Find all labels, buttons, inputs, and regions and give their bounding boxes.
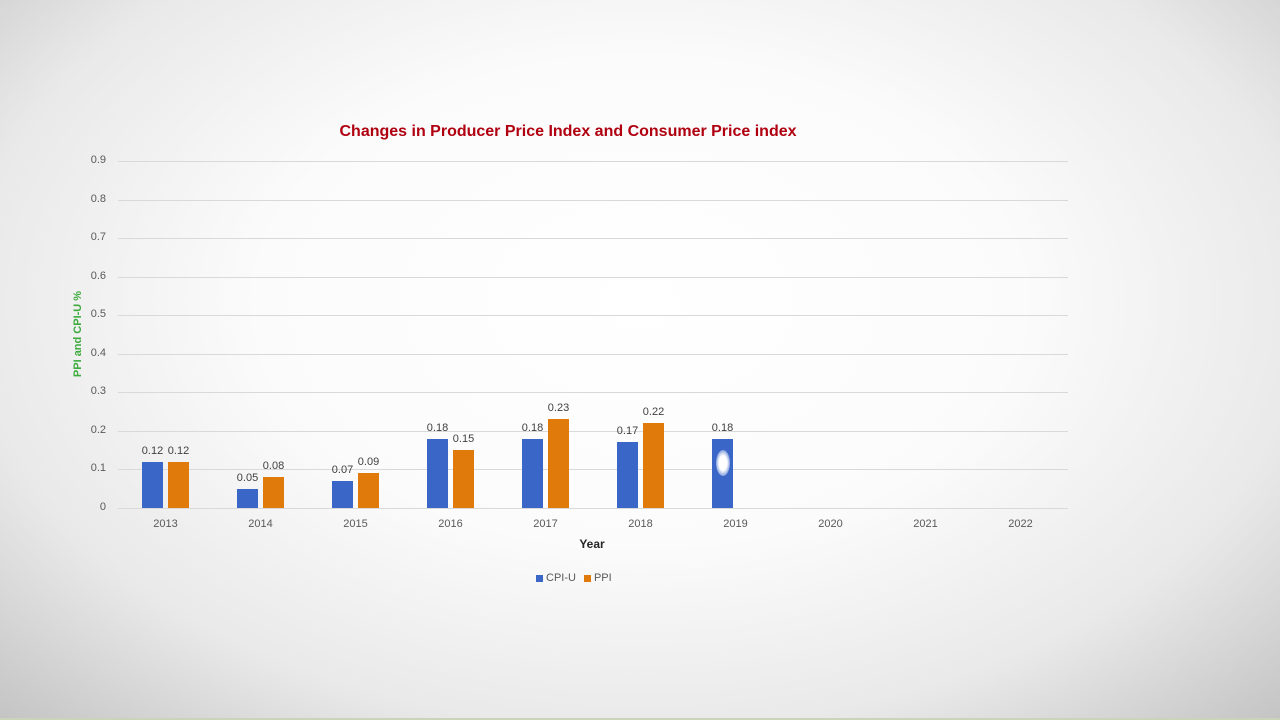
data-label: 0.07 — [331, 464, 354, 476]
data-label: 0.05 — [236, 471, 259, 484]
y-tick-label: 0.5 — [90, 308, 106, 321]
y-tick-label: 0.2 — [90, 423, 106, 436]
legend-item-cpi-u: CPI-U — [536, 572, 576, 584]
x-tick-label: 2018 — [628, 518, 653, 530]
y-tick-label: 0.7 — [90, 231, 106, 244]
bar-ppi-2014 — [263, 477, 284, 508]
data-label: 0.08 — [262, 460, 285, 473]
gridline — [118, 199, 1068, 201]
data-label: 0.12 — [167, 444, 190, 457]
data-label: 0.23 — [547, 402, 570, 415]
bar-cpi-u-2015 — [332, 481, 353, 508]
legend-label-cpi-u: CPI-U — [546, 572, 576, 584]
x-tick-label: 2014 — [248, 518, 273, 530]
bar-ppi-2013 — [168, 461, 189, 508]
y-tick-label: 0.8 — [90, 192, 106, 205]
data-label: 0.18 — [521, 421, 544, 434]
bottom-border — [0, 718, 1280, 720]
y-tick-label: 0.1 — [90, 462, 106, 475]
gridline — [118, 392, 1068, 394]
y-tick-label: 0.4 — [90, 346, 106, 359]
x-tick-label: 2021 — [913, 518, 938, 530]
legend-swatch-ppi — [583, 574, 591, 582]
gridline — [118, 315, 1068, 317]
legend: CPI-U PPI — [536, 572, 612, 584]
gridline — [118, 238, 1068, 240]
legend-swatch-cpi-u — [536, 574, 543, 582]
data-label: 0.09 — [357, 456, 380, 469]
x-tick-label: 2022 — [1008, 518, 1033, 530]
x-tick-label: 2015 — [343, 518, 368, 530]
y-tick-label: 0.3 — [90, 385, 106, 398]
data-label: 0.18 — [426, 421, 449, 434]
bar-ppi-2017 — [548, 419, 569, 508]
x-tick-label: 2019 — [723, 518, 748, 530]
x-axis-label: Year — [579, 537, 605, 551]
x-tick-label: 2013 — [153, 518, 178, 530]
bar-ppi-2018 — [643, 423, 664, 508]
data-label: 0.12 — [141, 444, 164, 457]
bar-cpi-u-2014 — [237, 488, 258, 508]
x-tick-label: 2016 — [438, 518, 463, 530]
legend-label-ppi: PPI — [593, 572, 612, 584]
gridline — [118, 430, 1068, 432]
legend-item-ppi: PPI — [583, 572, 612, 584]
data-label: 0.18 — [711, 421, 734, 434]
y-axis-label: PPI and CPI-U % — [72, 290, 84, 378]
gridline — [118, 508, 1068, 509]
y-tick-label: 0.6 — [90, 269, 106, 282]
x-tick-label: 2017 — [533, 518, 558, 530]
gridline — [118, 276, 1068, 278]
chart-title: Changes in Producer Price Index and Cons… — [339, 123, 797, 140]
data-label: 0.17 — [616, 425, 639, 438]
y-tick-label: 0 — [99, 501, 106, 513]
y-tick-label: 0.9 — [90, 154, 106, 166]
cursor-highlight — [715, 449, 730, 476]
gridline — [118, 469, 1068, 471]
bar-cpi-u-2013 — [142, 461, 163, 508]
gridline — [118, 161, 1068, 162]
plot-area: 0.12 0.12 0.05 0.08 0.07 0.09 0.18 0.15 0.18 0.23… — [118, 161, 1068, 509]
bar-cpi-u-2017 — [522, 438, 543, 508]
bar-ppi-2016 — [453, 450, 474, 508]
bar-cpi-u-2018 — [617, 442, 638, 508]
bar-ppi-2015 — [358, 473, 379, 508]
x-tick-label: 2020 — [818, 518, 843, 530]
data-label: 0.22 — [642, 406, 665, 419]
gridline — [118, 353, 1068, 355]
bar-cpi-u-2016 — [427, 438, 448, 508]
data-label: 0.15 — [452, 433, 475, 446]
